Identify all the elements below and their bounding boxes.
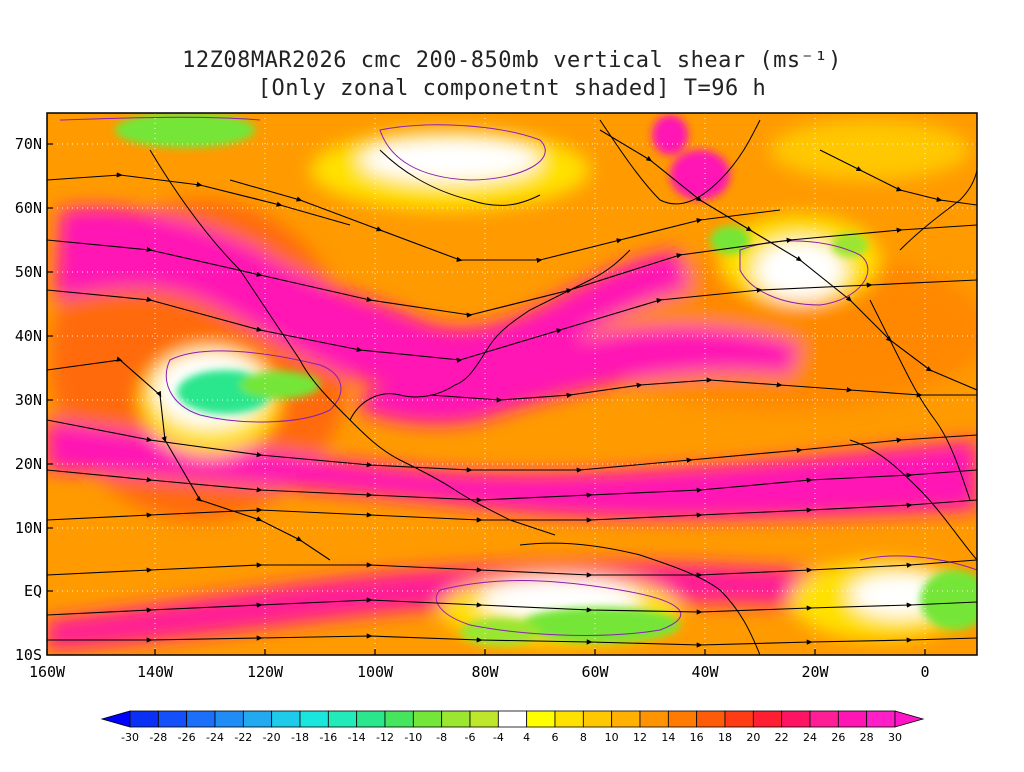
colorbar-label: 10 (605, 731, 619, 744)
colorbar-swatch (214, 710, 244, 728)
colorbar-label: -26 (178, 731, 196, 744)
colorbar-swatch (696, 710, 726, 728)
colorbar-swatch (497, 710, 528, 728)
colorbar-over-arrow (894, 710, 925, 728)
colorbar-swatch (667, 710, 698, 728)
lat-label-40n: 40N (15, 327, 42, 345)
colorbar-label: -6 (465, 731, 476, 744)
lon-label-60w: 60W (581, 663, 609, 681)
colorbar-label: -24 (206, 731, 224, 744)
lat-label-10n: 10N (15, 519, 42, 537)
lon-label-160w: 160W (29, 663, 66, 681)
colorbar-label: -22 (234, 731, 252, 744)
colorbar-label: -4 (493, 731, 504, 744)
colorbar-label: 30 (888, 731, 902, 744)
colorbar-swatch (809, 710, 839, 728)
lon-label-20w: 20W (801, 663, 829, 681)
colorbar-swatch (554, 710, 584, 728)
colorbar-label: 18 (718, 731, 732, 744)
colorbar-swatch (837, 710, 868, 728)
lat-label-50n: 50N (15, 263, 42, 281)
colorbar: -30 -28 -26 -24 -22 -20 -18 -16 -14 -12 -10 -8 -6 -4 4… (100, 710, 925, 744)
colorbar-swatch (639, 710, 669, 728)
lat-label-30n: 30N (15, 391, 42, 409)
colorbar-label: -14 (348, 731, 366, 744)
lon-label-120w: 120W (247, 663, 284, 681)
colorbar-label: -10 (404, 731, 422, 744)
colorbar-swatch (412, 710, 443, 728)
lon-label-40w: 40W (691, 663, 719, 681)
lon-label-0: 0 (920, 663, 929, 681)
lon-label-100w: 100W (357, 663, 394, 681)
colorbar-swatch (752, 710, 783, 728)
colorbar-label: 8 (580, 731, 587, 744)
colorbar-label: 28 (860, 731, 874, 744)
colorbar-swatch (327, 710, 358, 728)
colorbar-swatch (356, 710, 386, 728)
colorbar-label: 12 (633, 731, 647, 744)
tick-marks (46, 143, 926, 655)
lat-label-eq: EQ (24, 582, 42, 600)
colorbar-swatch (724, 710, 754, 728)
colorbar-swatch (582, 710, 613, 728)
shear-shading (47, 113, 977, 655)
colorbar-label: 22 (775, 731, 789, 744)
colorbar-label: 4 (523, 731, 530, 744)
colorbar-swatch (441, 710, 471, 728)
colorbar-label: -30 (121, 731, 139, 744)
lon-label-140w: 140W (137, 663, 174, 681)
colorbar-swatch (242, 710, 273, 728)
longitude-labels: 160W 140W 120W 100W 80W 60W 40W 20W 0 (29, 663, 930, 681)
colorbar-swatch (299, 710, 329, 728)
colorbar-under-arrow (100, 710, 131, 728)
map-subtitle: [Only zonal componetnt shaded] T=96 h (257, 76, 767, 101)
colorbar-label: 20 (746, 731, 760, 744)
colorbar-swatch (611, 710, 641, 728)
colorbar-swatch (866, 710, 896, 728)
colorbar-label: 26 (831, 731, 845, 744)
map-title: 12Z08MAR2026 cmc 200-850mb vertical shea… (182, 48, 842, 73)
latitude-labels: 70N 60N 50N 40N 30N 20N 10N EQ 10S (15, 135, 42, 664)
lat-label-20n: 20N (15, 455, 42, 473)
colorbar-swatch (526, 710, 556, 728)
lon-label-80w: 80W (471, 663, 499, 681)
colorbar-swatch (469, 710, 499, 728)
plot-frame (46, 112, 978, 656)
colorbar-swatch (157, 710, 188, 728)
colorbar-swatch (384, 710, 414, 728)
colorbar-label: 24 (803, 731, 817, 744)
colorbar-label: 16 (690, 731, 704, 744)
lat-label-10s: 10S (15, 646, 42, 664)
colorbar-label: -8 (436, 731, 447, 744)
streamlines (47, 129, 977, 648)
colorbar-swatch (186, 710, 216, 728)
lat-label-60n: 60N (15, 199, 42, 217)
colorbar-swatch (129, 710, 159, 728)
colorbar-label: -16 (319, 731, 337, 744)
lat-label-70n: 70N (15, 135, 42, 153)
colorbar-label: 14 (661, 731, 675, 744)
colorbar-label: -20 (263, 731, 281, 744)
colorbar-label: 6 (552, 731, 559, 744)
colorbar-swatch (781, 710, 811, 728)
colorbar-label: -12 (376, 731, 394, 744)
colorbar-swatch (271, 710, 301, 728)
colorbar-label: -28 (149, 731, 167, 744)
colorbar-label: -18 (291, 731, 309, 744)
